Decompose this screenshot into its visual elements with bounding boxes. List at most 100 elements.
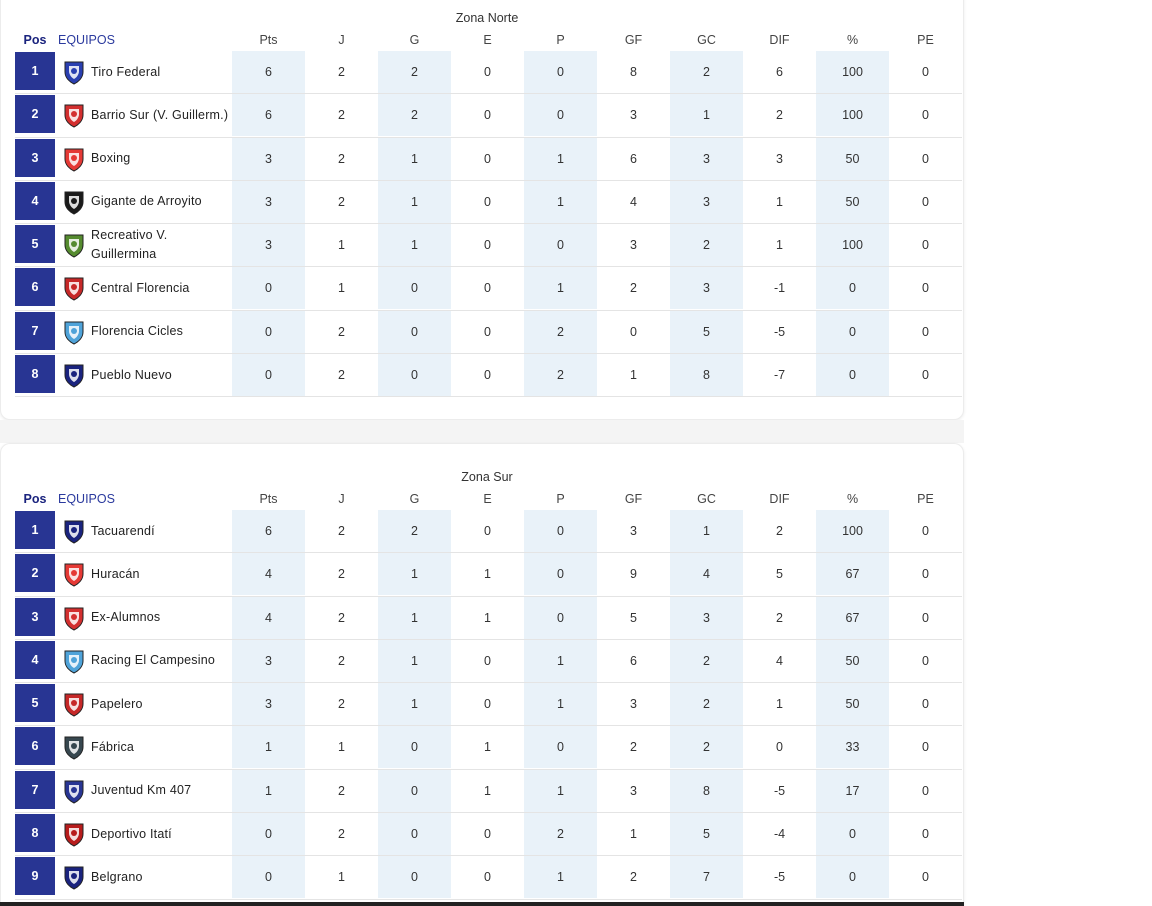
card-separator xyxy=(0,420,964,443)
position-badge: 4 xyxy=(15,181,55,220)
stat-gf: 3 xyxy=(630,697,637,712)
team-name[interactable]: Boxing xyxy=(91,151,131,166)
stat-pct: 100 xyxy=(816,51,889,93)
team-name[interactable]: Fábrica xyxy=(91,739,135,754)
stat-pe: 0 xyxy=(922,870,929,885)
team-cell[interactable]: Barrio Sur (V. Guillerm.) xyxy=(61,94,233,136)
stat-gf: 2 xyxy=(630,870,637,885)
stat-p: 1 xyxy=(524,639,597,682)
team-cell[interactable]: Fábrica xyxy=(61,726,233,768)
team-cell[interactable]: Huracán xyxy=(61,553,233,595)
stat-pct: 67 xyxy=(816,553,889,596)
stat-j: 2 xyxy=(338,368,345,383)
team-name[interactable]: Central Florencia xyxy=(91,280,190,295)
team-name[interactable]: Tacuarendí xyxy=(91,523,155,538)
team-cell[interactable]: Recreativo V. Guillermina xyxy=(61,224,233,266)
stat-pts: 6 xyxy=(232,510,305,552)
table-row[interactable]: 7 Florencia Cicles 0 2 0 0 2 0 5 -5 0 0 xyxy=(15,310,962,355)
stat-j: 1 xyxy=(338,238,345,253)
table-row[interactable]: 8 Pueblo Nuevo 0 2 0 0 2 1 8 -7 0 0 xyxy=(15,354,962,398)
table-row[interactable]: 4 Racing El Campesino 3 2 1 0 1 6 2 4 50 0 xyxy=(15,639,962,684)
team-name[interactable]: Huracán xyxy=(91,566,140,581)
team-cell[interactable]: Juventud Km 407 xyxy=(61,770,233,812)
table-row[interactable]: 2 Barrio Sur (V. Guillerm.) 6 2 2 0 0 3 1 2 100 0 xyxy=(15,94,962,138)
team-cell[interactable]: Gigante de Arroyito xyxy=(61,181,233,223)
stat-gf: 3 xyxy=(630,783,637,798)
table-row[interactable]: 6 Fábrica 1 1 0 1 0 2 2 0 33 0 xyxy=(15,726,962,770)
header-e: E xyxy=(483,492,492,506)
team-cell[interactable]: Boxing xyxy=(61,138,233,180)
team-name[interactable]: Tiro Federal xyxy=(91,64,161,79)
team-name[interactable]: Juventud Km 407 xyxy=(91,783,192,798)
stat-e: 0 xyxy=(484,281,491,296)
stat-pct: 0 xyxy=(816,813,889,856)
team-name[interactable]: Florencia Cicles xyxy=(91,324,184,339)
stat-g: 1 xyxy=(378,683,451,726)
stat-gc: 7 xyxy=(670,856,743,899)
team-cell[interactable]: Tacuarendí xyxy=(61,510,233,552)
table-row[interactable]: 4 Gigante de Arroyito 3 2 1 0 1 4 3 1 50 0 xyxy=(15,180,962,225)
stat-pe: 0 xyxy=(922,610,929,625)
team-name[interactable]: Barrio Sur (V. Guillerm.) xyxy=(91,107,229,122)
stat-dif: 2 xyxy=(776,108,783,123)
team-cell[interactable]: Florencia Cicles xyxy=(61,311,233,353)
table-row[interactable]: 5 Recreativo V. Guillermina 3 1 1 0 0 3 2 1 100 0 xyxy=(15,224,962,268)
stat-p: 1 xyxy=(524,180,597,223)
stat-gf: 1 xyxy=(630,827,637,842)
stat-g: 0 xyxy=(378,856,451,899)
table-row[interactable]: 9 Belgrano 0 1 0 0 1 2 7 -5 0 0 xyxy=(15,856,962,900)
header-p: P xyxy=(556,33,565,47)
team-cell[interactable]: Papelero xyxy=(61,683,233,725)
team-name[interactable]: Racing El Campesino xyxy=(91,653,215,668)
team-name[interactable]: Recreativo V. Guillermina xyxy=(91,228,168,262)
team-cell[interactable]: Racing El Campesino xyxy=(61,640,233,682)
stat-e: 0 xyxy=(484,697,491,712)
stat-gc: 5 xyxy=(670,310,743,353)
stat-dif: 1 xyxy=(776,697,783,712)
table-row[interactable]: 8 Deportivo Itatí 0 2 0 0 2 1 5 -4 0 0 xyxy=(15,813,962,857)
table-row[interactable]: 3 Ex-Alumnos 4 2 1 1 0 5 3 2 67 0 xyxy=(15,596,962,640)
stat-gf: 6 xyxy=(630,653,637,668)
stat-dif: 1 xyxy=(776,238,783,253)
table-row[interactable]: 5 Papelero 3 2 1 0 1 3 2 1 50 0 xyxy=(15,683,962,727)
stat-pts: 3 xyxy=(232,137,305,180)
table-row[interactable]: 2 Huracán 4 2 1 1 0 9 4 5 67 0 xyxy=(15,553,962,597)
stat-pe: 0 xyxy=(922,567,929,582)
table-row[interactable]: 7 Juventud Km 407 1 2 0 1 1 3 8 -5 17 0 xyxy=(15,769,962,814)
header-g: G xyxy=(409,33,420,47)
table-row[interactable]: 6 Central Florencia 0 1 0 0 1 2 3 -1 0 0 xyxy=(15,267,962,311)
team-name[interactable]: Gigante de Arroyito xyxy=(91,194,202,209)
header-pct: % xyxy=(846,33,859,47)
zone-title-sur: Zona Sur xyxy=(461,470,513,484)
team-cell[interactable]: Belgrano xyxy=(61,856,233,898)
boxing-crest-icon xyxy=(61,146,87,172)
stat-dif: 2 xyxy=(776,524,783,538)
position-badge: 2 xyxy=(15,554,55,593)
team-name[interactable]: Ex-Alumnos xyxy=(91,610,161,625)
team-cell[interactable]: Tiro Federal xyxy=(61,51,233,93)
team-name[interactable]: Belgrano xyxy=(91,869,143,884)
stat-p: 0 xyxy=(524,510,597,552)
team-name[interactable]: Deportivo Itatí xyxy=(91,826,172,841)
team-name[interactable]: Papelero xyxy=(91,696,143,711)
stat-pts: 0 xyxy=(232,354,305,397)
header-gf: GF xyxy=(624,492,643,506)
stat-e: 0 xyxy=(484,65,491,79)
stat-j: 2 xyxy=(338,783,345,798)
stat-gc: 8 xyxy=(670,769,743,812)
table-row[interactable]: 3 Boxing 3 2 1 0 1 6 3 3 50 0 xyxy=(15,137,962,181)
header-dif: DIF xyxy=(769,492,790,506)
stat-pct: 100 xyxy=(816,94,889,137)
stat-e: 0 xyxy=(484,194,491,209)
stat-pe: 0 xyxy=(922,281,929,296)
position-badge: 9 xyxy=(15,857,55,896)
team-cell[interactable]: Ex-Alumnos xyxy=(61,597,233,639)
team-cell[interactable]: Central Florencia xyxy=(61,267,233,309)
team-name[interactable]: Pueblo Nuevo xyxy=(91,367,172,382)
header-g: G xyxy=(409,492,420,506)
team-cell[interactable]: Pueblo Nuevo xyxy=(61,354,233,396)
team-cell[interactable]: Deportivo Itatí xyxy=(61,813,233,855)
stat-pts: 0 xyxy=(232,267,305,310)
table-row[interactable]: 1 Tacuarendí 6 2 2 0 0 3 1 2 100 0 xyxy=(15,510,962,554)
table-row[interactable]: 1 Tiro Federal 6 2 2 0 0 8 2 6 100 0 xyxy=(15,51,962,95)
